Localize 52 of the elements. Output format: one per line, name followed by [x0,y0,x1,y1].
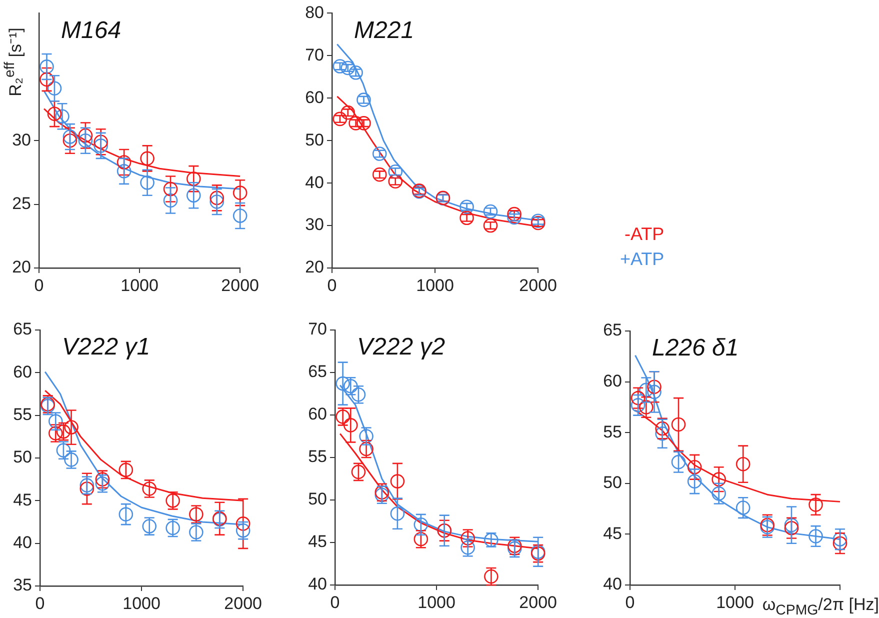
chart-title: L226 δ1 [652,334,739,362]
x-tick-label: 0 [625,592,635,612]
x-tick-label: 1000 [120,276,158,295]
x-tick-label: 1000 [418,592,456,612]
chart-title: M221 [354,16,414,44]
x-tick-label: 1000 [716,592,754,612]
y-tick-label: 55 [603,422,622,442]
y-tick-label: 60 [308,404,327,424]
chart-title: V222 γ1 [62,334,150,361]
text: -ATP [624,223,664,246]
chart-title: V222 γ2 [357,334,446,361]
x-tick-label: 2000 [519,276,558,295]
x-tick-label: 1000 [416,276,454,295]
y-tick-label: 65 [308,362,327,382]
y-tick-label: 30 [305,215,324,234]
y-tick-label: 60 [13,362,32,382]
y-tick-label: 60 [603,371,622,390]
y-tick-label: 70 [308,320,327,339]
y-tick-label: 30 [12,130,31,150]
y-tick-label: 65 [603,320,622,340]
y-tick-label: 45 [13,490,32,510]
y-tick-label: 50 [13,448,32,467]
y-tick-label: 60 [305,88,324,107]
chart-title: M164 [61,16,122,44]
x-tick-label: 2000 [221,276,260,295]
y-tick-label: 40 [305,172,324,192]
y-tick-label: 50 [308,490,327,509]
y-tick-label: 70 [305,45,324,64]
y-tick-label: 45 [603,524,622,543]
y-tick-label: 20 [305,258,324,277]
y-tick-label: 45 [308,532,327,552]
x-tick-label: 0 [330,592,340,612]
x-tick-label: 2000 [224,594,262,613]
y-tick-label: 50 [603,473,622,492]
x-tick-label: 2000 [519,592,558,612]
y-tick-label: 25 [12,194,31,213]
y-tick-label: 40 [13,533,32,552]
y-tick-label: 35 [13,576,32,595]
x-tick-label: 1000 [122,594,160,613]
y-tick-label: 40 [308,574,327,594]
y-tick-label: 80 [305,2,324,22]
x-tick-label: 0 [34,276,44,295]
y-tick-label: 40 [603,574,622,594]
text: +ATP [620,248,664,271]
y-tick-label: 50 [305,130,324,150]
x-tick-label: 0 [327,276,337,295]
y-tick-label: 65 [13,320,32,339]
y-tick-label: 55 [308,447,327,466]
x-axis-title: ω$_{CPMG}$/2π [Hz] [762,594,879,618]
y-tick-label: 55 [13,405,32,424]
y-tick-label: 20 [12,258,31,277]
x-tick-label: 0 [35,594,45,613]
